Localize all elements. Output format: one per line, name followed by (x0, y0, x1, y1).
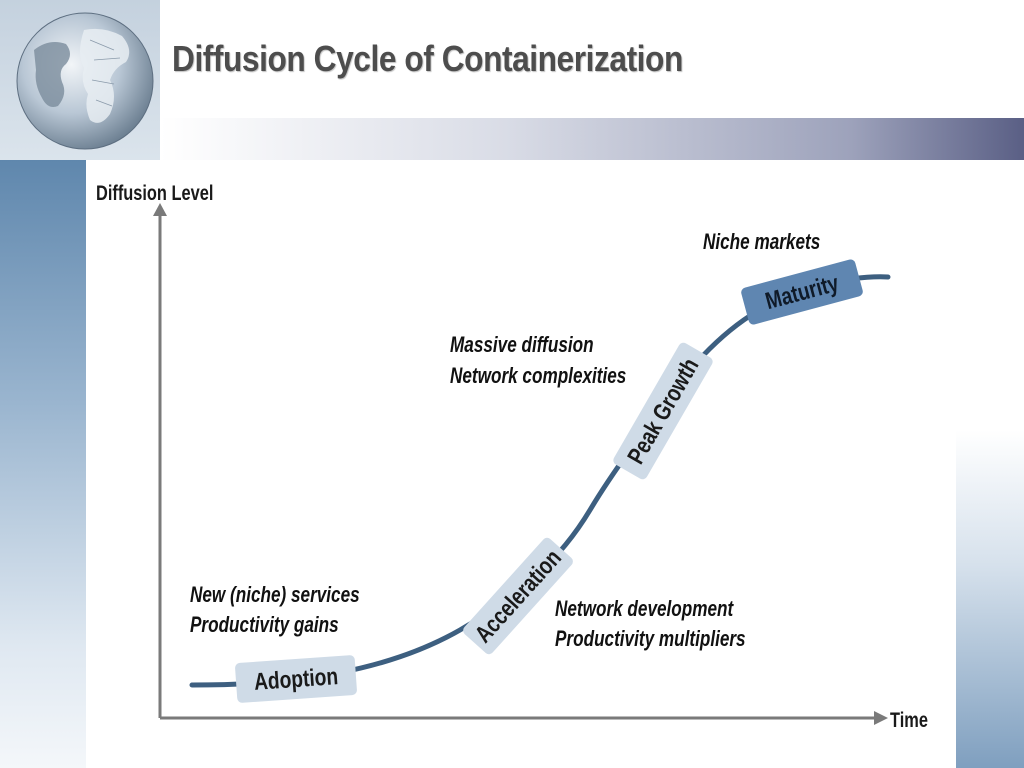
right-decor-band (956, 430, 1024, 768)
globe-icon (16, 12, 154, 150)
annotation-peak-growth-line-1: Massive diffusion (450, 333, 594, 358)
stage-maturity: Maturity (741, 259, 863, 325)
slide-title: Diffusion Cycle of Containerization (172, 38, 683, 79)
stage-maturity-box (741, 259, 863, 325)
annotation-maturity-line-1: Niche markets (703, 230, 820, 255)
stage-adoption: Adoption (235, 655, 357, 703)
y-axis-label: Diffusion Level (96, 181, 213, 204)
stage-peak-growth-box (613, 342, 713, 480)
stage-peak-growth-label: Peak Growth (621, 353, 704, 468)
stage-acceleration-box (463, 537, 573, 655)
annotation-acceleration-line-2: Productivity multipliers (555, 627, 746, 652)
stage-acceleration-label: Acceleration (469, 544, 567, 648)
annotation-adoption-line-2: Productivity gains (190, 613, 339, 638)
x-axis-arrowhead (874, 711, 888, 725)
x-axis-label: Time (890, 708, 928, 731)
stage-adoption-box (235, 655, 357, 703)
annotation-peak-growth-line-2: Network complexities (450, 364, 626, 389)
y-axis-arrowhead (153, 203, 167, 216)
header-gradient-bar (160, 118, 1024, 160)
stage-peak-growth: Peak Growth (613, 342, 713, 480)
annotation-adoption-line-1: New (niche) services (190, 583, 360, 608)
stage-adoption-label: Adoption (253, 662, 339, 695)
left-decor-band (0, 160, 86, 768)
annotation-acceleration-line-1: Network development (555, 597, 734, 622)
